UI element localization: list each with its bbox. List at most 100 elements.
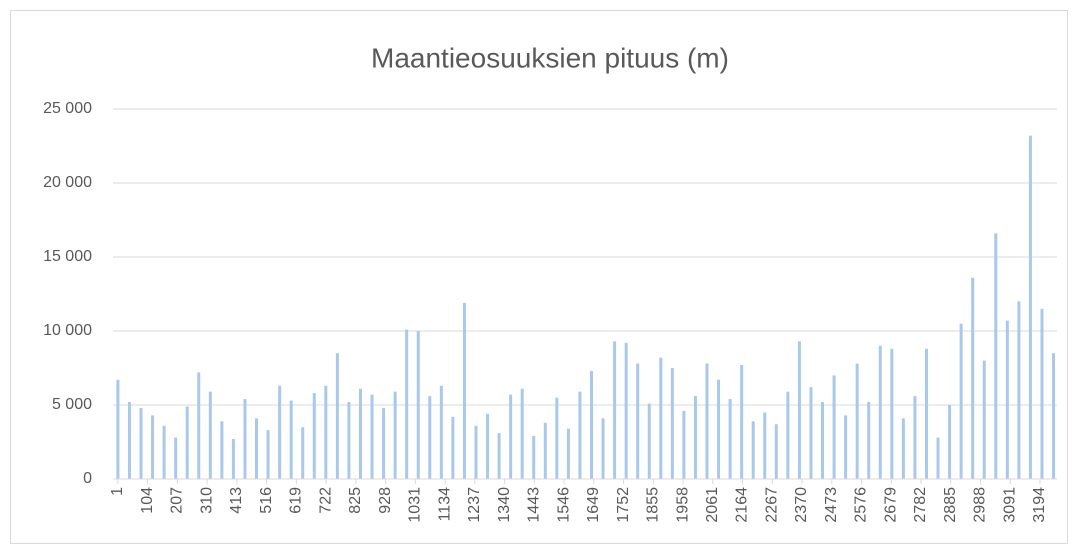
bar [901, 418, 905, 479]
x-tick-label: 3194 [1031, 487, 1048, 523]
bar [139, 407, 143, 479]
bar [994, 233, 998, 479]
x-tick-label: 1031 [407, 487, 424, 523]
bar [555, 397, 559, 479]
bar [659, 357, 663, 479]
x-tick-label: 207 [169, 487, 186, 514]
bar [428, 396, 432, 479]
bar [335, 353, 339, 479]
bar [266, 430, 270, 479]
bar [693, 396, 697, 479]
bar [566, 428, 570, 479]
bar [913, 396, 917, 479]
bar [208, 391, 212, 479]
bar [497, 433, 501, 479]
bar [844, 415, 848, 479]
bar [740, 365, 744, 479]
bar [462, 302, 466, 479]
x-tick-label: 3091 [1001, 487, 1018, 523]
bar [636, 363, 640, 479]
bar [185, 406, 189, 479]
bar [301, 427, 305, 479]
bar [255, 418, 259, 479]
y-tick-label: 10 000 [43, 322, 92, 339]
bar [682, 410, 686, 479]
bar [451, 416, 455, 479]
bar [220, 421, 224, 479]
bar [797, 341, 801, 479]
x-tick-label: 2885 [942, 487, 959, 523]
bar [243, 399, 247, 479]
x-tick-label: 310 [198, 487, 215, 514]
bar [1028, 135, 1032, 479]
bar [358, 388, 362, 479]
bar [370, 394, 374, 479]
bar [601, 418, 605, 479]
x-tick-label: 2061 [704, 487, 721, 523]
bar [613, 341, 617, 479]
bar [347, 402, 351, 479]
bar [474, 425, 478, 479]
bar [589, 370, 593, 479]
bar [197, 372, 201, 479]
bar [231, 439, 235, 479]
x-tick-label: 2782 [912, 487, 929, 523]
bar [786, 391, 790, 479]
x-tick-label: 2473 [823, 487, 840, 523]
x-tick-label: 2370 [793, 487, 810, 523]
y-tick-label: 20 000 [43, 174, 92, 191]
bar [1040, 308, 1044, 479]
bar [1005, 320, 1009, 479]
bar [382, 407, 386, 479]
y-tick-label: 5 000 [52, 396, 92, 413]
chart-border [10, 10, 1068, 544]
x-tick-label: 2679 [882, 487, 899, 523]
x-tick-label: 1340 [496, 487, 513, 523]
bar [670, 368, 674, 479]
bar [127, 402, 131, 479]
bar [1017, 301, 1021, 479]
bar [647, 403, 651, 479]
x-tick-label: 1752 [615, 487, 632, 523]
bar [393, 391, 397, 479]
bar [867, 402, 871, 479]
bar [728, 399, 732, 479]
bar [532, 436, 536, 479]
bar [751, 421, 755, 479]
bar [416, 331, 420, 479]
x-tick-label: 2988 [972, 487, 989, 523]
y-tick-label: 0 [83, 470, 92, 487]
bar [405, 329, 409, 479]
bar [1052, 353, 1056, 479]
x-tick-label: 1649 [585, 487, 602, 523]
bar [982, 360, 986, 479]
bar [763, 412, 767, 479]
x-tick-label: 2267 [763, 487, 780, 523]
x-tick-label: 104 [139, 487, 156, 514]
bar [289, 400, 293, 479]
x-tick-label: 516 [258, 487, 275, 514]
bar [439, 385, 443, 479]
bar [959, 323, 963, 479]
x-tick-label: 928 [377, 487, 394, 514]
bar [543, 422, 547, 479]
bar [971, 277, 975, 479]
bar [324, 385, 328, 479]
bar [855, 363, 859, 479]
bar [809, 387, 813, 479]
bar [878, 345, 882, 479]
bar [924, 348, 928, 479]
bar [890, 348, 894, 479]
bar [578, 391, 582, 479]
x-tick-label: 825 [347, 487, 364, 514]
chart-title: Maantieosuuksien pituus (m) [371, 42, 729, 73]
x-tick-label: 2164 [734, 487, 751, 523]
bar [936, 437, 940, 479]
bar [832, 375, 836, 479]
bar [774, 424, 778, 479]
x-tick-label: 722 [317, 487, 334, 514]
bar [486, 413, 490, 479]
x-tick-label: 413 [228, 487, 245, 514]
bar [948, 405, 952, 479]
